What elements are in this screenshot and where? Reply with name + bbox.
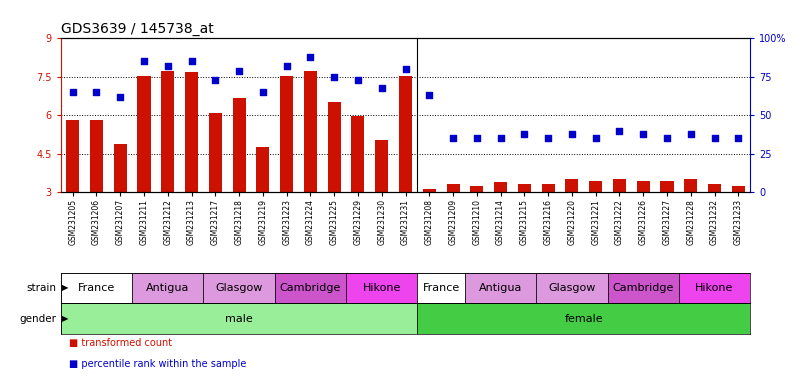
Point	[423, 92, 436, 98]
Bar	[114, 144, 127, 192]
Point	[233, 68, 246, 74]
Point	[494, 135, 507, 141]
Point	[518, 131, 531, 137]
Bar	[542, 184, 555, 192]
Point	[138, 58, 151, 65]
Text: ▶: ▶	[62, 283, 68, 293]
Bar	[418, 273, 465, 303]
Bar	[589, 181, 603, 192]
Bar	[423, 189, 436, 192]
Text: GDS3639 / 145738_at: GDS3639 / 145738_at	[61, 22, 213, 36]
Bar	[607, 273, 679, 303]
Text: France: France	[423, 283, 460, 293]
Bar	[328, 102, 341, 192]
Text: ■ percentile rank within the sample: ■ percentile rank within the sample	[69, 359, 247, 369]
Bar	[67, 120, 79, 192]
Point	[732, 135, 744, 141]
Point	[304, 54, 317, 60]
Text: ▶: ▶	[62, 314, 68, 323]
Bar	[517, 184, 531, 192]
Text: Antigua: Antigua	[478, 283, 522, 293]
Point	[565, 131, 578, 137]
Text: Glasgow: Glasgow	[548, 283, 595, 293]
Bar	[61, 273, 132, 303]
Text: male: male	[225, 314, 253, 324]
Bar	[346, 273, 418, 303]
Text: gender: gender	[19, 314, 57, 324]
Point	[67, 89, 79, 95]
Bar	[132, 273, 204, 303]
Bar	[233, 98, 246, 192]
Point	[589, 135, 602, 141]
Bar	[565, 179, 578, 192]
Bar	[447, 184, 460, 192]
Bar	[494, 182, 507, 192]
Text: France: France	[78, 283, 115, 293]
Text: ■ transformed count: ■ transformed count	[69, 338, 172, 348]
Bar	[280, 76, 294, 192]
Bar	[637, 181, 650, 192]
Text: female: female	[564, 314, 603, 324]
Text: strain: strain	[27, 283, 57, 293]
Point	[90, 89, 103, 95]
Bar	[138, 76, 151, 192]
Bar	[660, 181, 673, 192]
Point	[708, 135, 721, 141]
Bar	[90, 120, 103, 192]
Bar	[161, 71, 174, 192]
Bar	[536, 273, 607, 303]
Bar	[465, 273, 536, 303]
Bar	[204, 273, 275, 303]
Point	[470, 135, 483, 141]
Bar	[613, 179, 626, 192]
Point	[280, 63, 293, 69]
Bar	[418, 303, 750, 334]
Bar	[399, 76, 412, 192]
Bar	[256, 147, 269, 192]
Bar	[304, 71, 317, 192]
Point	[542, 135, 555, 141]
Bar	[732, 186, 744, 192]
Point	[351, 77, 364, 83]
Text: Hikone: Hikone	[695, 283, 734, 293]
Bar	[679, 273, 750, 303]
Point	[613, 127, 626, 134]
Bar	[684, 179, 697, 192]
Point	[660, 135, 673, 141]
Point	[256, 89, 269, 95]
Bar	[470, 186, 483, 192]
Bar	[275, 273, 346, 303]
Point	[375, 84, 388, 91]
Point	[637, 131, 650, 137]
Point	[209, 77, 222, 83]
Text: Glasgow: Glasgow	[216, 283, 263, 293]
Point	[684, 131, 697, 137]
Text: Hikone: Hikone	[363, 283, 401, 293]
Point	[114, 94, 127, 100]
Text: Antigua: Antigua	[146, 283, 190, 293]
Bar	[185, 72, 198, 192]
Point	[399, 66, 412, 72]
Bar	[208, 113, 222, 192]
Point	[328, 74, 341, 80]
Bar	[708, 184, 721, 192]
Bar	[351, 116, 364, 192]
Bar	[61, 303, 418, 334]
Bar	[375, 139, 388, 192]
Point	[161, 63, 174, 69]
Point	[185, 58, 198, 65]
Point	[447, 135, 460, 141]
Text: Cambridge: Cambridge	[612, 283, 674, 293]
Text: Cambridge: Cambridge	[280, 283, 341, 293]
